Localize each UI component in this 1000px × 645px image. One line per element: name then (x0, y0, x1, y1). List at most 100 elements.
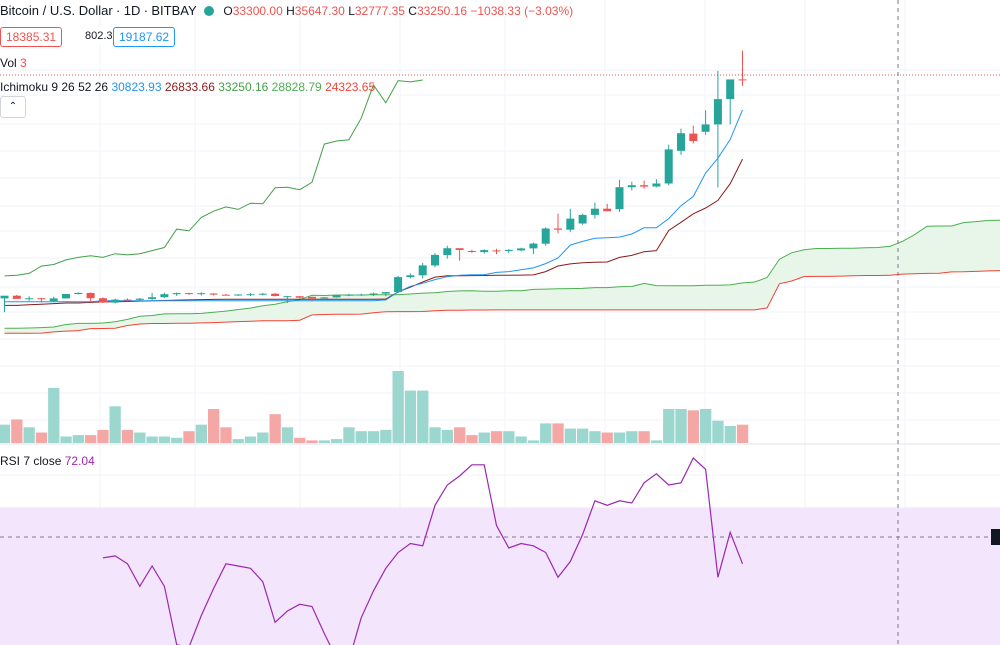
candle-body (566, 218, 575, 230)
candle (37, 297, 46, 303)
candle (578, 213, 587, 225)
candle (627, 181, 636, 191)
volume-bar (0, 424, 11, 443)
volume-bar (478, 432, 490, 443)
candle (271, 292, 280, 297)
volume-bar (515, 436, 527, 443)
candle-body (369, 293, 378, 295)
volume-legend-value: 3 (20, 56, 27, 70)
candle (431, 253, 439, 268)
candle-body (738, 79, 747, 81)
volume-bar (404, 390, 417, 443)
volume-bar (318, 440, 330, 443)
candle-body (726, 79, 735, 100)
volume-bar (121, 429, 134, 443)
candle (123, 298, 132, 302)
candle-body (652, 183, 661, 187)
candle-body (135, 298, 144, 300)
candle (160, 292, 169, 298)
candle (344, 293, 353, 297)
candle (418, 262, 427, 279)
volume-bar (85, 435, 97, 443)
rsi-legend[interactable]: RSI 7 close 72.04 (0, 454, 95, 468)
candle-body (492, 250, 501, 252)
candle-body (62, 294, 70, 299)
candle (258, 292, 267, 296)
candle-body (111, 299, 120, 303)
candle-body (590, 208, 599, 215)
volume-bar (527, 440, 540, 443)
candle (135, 297, 144, 301)
tenkan-value: 30823.93 (111, 80, 162, 94)
market-status-icon[interactable] (204, 6, 215, 16)
volume-bar (35, 432, 48, 443)
candle (332, 294, 341, 298)
candle-body (603, 208, 612, 212)
candle (49, 296, 58, 303)
candle-body (504, 249, 513, 251)
candle-body (86, 293, 95, 299)
candle-body (332, 295, 341, 298)
legend-separator: · (143, 3, 149, 18)
volume-bar (220, 427, 232, 443)
span-a-line (4, 219, 1000, 329)
candle (615, 179, 624, 212)
candle (443, 245, 452, 259)
candle (554, 213, 562, 234)
sell-price-button[interactable]: 18385.31 (0, 27, 63, 47)
candle (74, 292, 83, 295)
volume-bar (663, 409, 675, 443)
crosshair-price-marker (991, 529, 1000, 545)
volume-bar (675, 409, 687, 443)
candle (12, 294, 21, 299)
candle (566, 208, 575, 233)
candle-body (406, 275, 415, 278)
chevron-up-icon[interactable]: ⌃ (0, 96, 26, 118)
candle (701, 110, 710, 135)
span-b-value: 24323.65 (325, 80, 376, 94)
exchange-label: BITBAY (151, 3, 197, 18)
volume-bar (294, 437, 306, 443)
candle (369, 292, 378, 296)
candle (738, 50, 747, 86)
volume-bar (380, 429, 392, 443)
candle-body (701, 124, 710, 132)
candle (0, 295, 9, 313)
candle-body (234, 294, 243, 296)
spread-value: 802.31 (80, 27, 124, 45)
candle-body (123, 299, 132, 301)
volume-bar (134, 432, 146, 443)
candle (492, 248, 501, 255)
volume-bar (183, 431, 195, 443)
cloud-fill (4, 220, 1000, 334)
candles[interactable] (0, 50, 747, 313)
volume-bar (650, 440, 663, 443)
volume-bar (257, 432, 269, 443)
candle-body (664, 149, 673, 184)
lagging-value: 33250.16 (218, 80, 269, 94)
buy-price-button[interactable]: 19187.62 (113, 27, 176, 47)
volume-legend[interactable]: Vol 3 (0, 56, 27, 70)
volume-bar (208, 409, 220, 443)
volume-bar (736, 424, 749, 443)
candle (98, 297, 107, 303)
candle (283, 296, 292, 303)
volume-bar (490, 431, 503, 443)
candle (664, 144, 673, 186)
candle-body (12, 295, 21, 299)
volume-bar (331, 439, 343, 443)
candle (640, 180, 649, 189)
candle-body (677, 133, 685, 151)
candle-body (517, 248, 526, 251)
candle-body (615, 187, 624, 210)
ichimoku-legend[interactable]: Ichimoku 9 26 52 26 30823.93 26833.66 33… (0, 80, 375, 94)
candle (209, 293, 218, 296)
volume-legend-name: Vol (0, 56, 17, 70)
candle-body (578, 214, 587, 224)
candle-body (640, 185, 649, 187)
rsi-line (102, 457, 744, 645)
candle-body (431, 254, 439, 266)
interval-label[interactable]: 1D (123, 3, 141, 18)
symbol-name[interactable]: Bitcoin / U.S. Dollar (0, 3, 113, 18)
